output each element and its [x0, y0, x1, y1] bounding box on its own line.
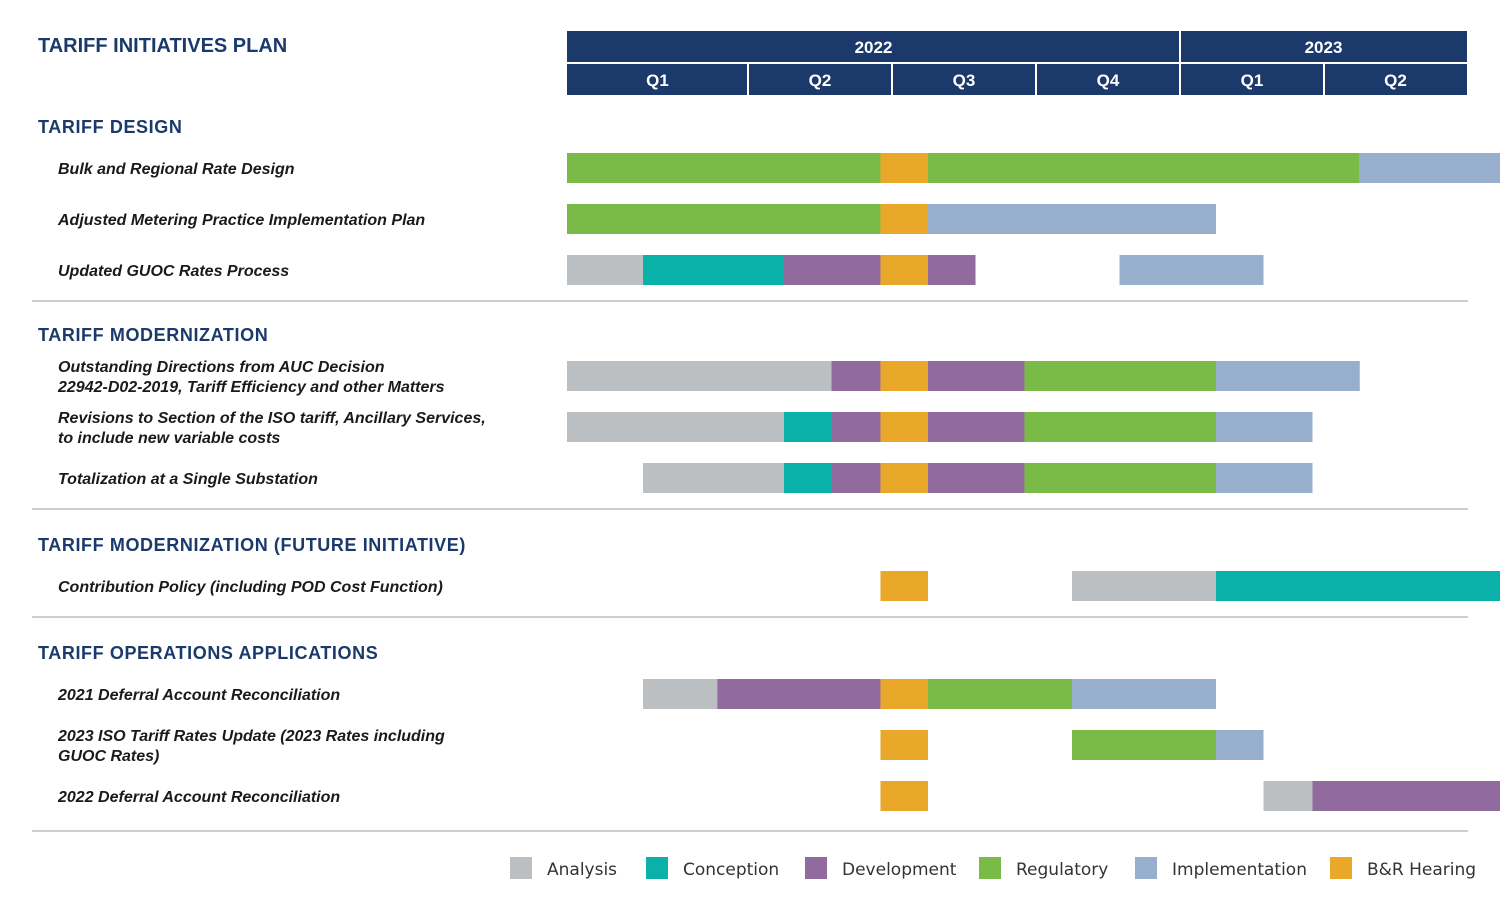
bar-hearing [880, 781, 928, 811]
task-label: 2023 ISO Tariff Rates Update (2023 Rates… [57, 728, 445, 745]
section-title: TARIFF MODERNIZATION [38, 325, 268, 345]
bar-analysis [567, 255, 644, 285]
quarter-header [748, 64, 892, 95]
bar-hearing [880, 255, 928, 285]
legend-swatch-regulatory [979, 857, 1001, 879]
legend-label-implementation: Implementation [1172, 860, 1307, 880]
bar-implementation [1072, 679, 1216, 709]
bar-development [1312, 781, 1500, 811]
task-label: Totalization at a Single Substation [58, 471, 318, 488]
bar-implementation [1119, 255, 1264, 285]
task-label: Adjusted Metering Practice Implementatio… [57, 212, 425, 229]
bar-analysis [643, 463, 784, 493]
legend-label-regulatory: Regulatory [1016, 860, 1108, 880]
bar-regulatory [1024, 412, 1216, 442]
bar-hearing [880, 571, 928, 601]
legend-label-conception: Conception [683, 860, 779, 880]
bar-hearing [880, 463, 928, 493]
bar-conception [784, 463, 832, 493]
quarter-header [1036, 64, 1180, 95]
quarter-header [892, 64, 1036, 95]
bar-hearing [880, 679, 928, 709]
bar-implementation [1216, 730, 1264, 760]
bar-hearing [880, 730, 928, 760]
task-label: Outstanding Directions from AUC Decision [58, 359, 385, 376]
year-header-2022 [567, 31, 1180, 62]
bar-hearing [880, 153, 928, 183]
quarter-header [567, 64, 748, 95]
section-title: TARIFF DESIGN [38, 117, 182, 137]
bar-implementation [1216, 361, 1360, 391]
task-label: Bulk and Regional Rate Design [58, 161, 295, 178]
legend-swatch-analysis [510, 857, 532, 879]
task-label: 22942-D02-2019, Tariff Efficiency and ot… [57, 379, 445, 396]
legend-swatch-hearing [1330, 857, 1352, 879]
task-label: GUOC Rates) [58, 748, 159, 765]
year-header-2023 [1180, 31, 1467, 62]
quarter-label: Q2 [809, 71, 832, 90]
bar-development [831, 361, 881, 391]
legend-swatch-development [805, 857, 827, 879]
bar-development [831, 463, 881, 493]
bar-development [928, 463, 1025, 493]
bar-analysis [567, 412, 784, 442]
legend-swatch-implementation [1135, 857, 1157, 879]
chart-title: TARIFF INITIATIVES PLAN [38, 35, 287, 57]
legend-swatch-conception [646, 857, 668, 879]
bar-analysis [1072, 571, 1216, 601]
bar-conception [1216, 571, 1500, 601]
section-title: TARIFF MODERNIZATION (FUTURE INITIATIVE) [38, 535, 466, 555]
quarter-header [1324, 64, 1467, 95]
quarter-label: Q1 [1241, 71, 1264, 90]
task-label: Contribution Policy (including POD Cost … [58, 579, 443, 596]
bar-hearing [880, 361, 928, 391]
bar-regulatory [1072, 730, 1216, 760]
bar-development [928, 412, 1025, 442]
bar-analysis [1263, 781, 1313, 811]
bar-implementation [1216, 412, 1313, 442]
bar-regulatory [1024, 361, 1216, 391]
bar-implementation [928, 204, 1216, 234]
section-title: TARIFF OPERATIONS APPLICATIONS [38, 643, 378, 663]
task-label: Revisions to Section of the ISO tariff, … [58, 410, 486, 427]
bar-regulatory [567, 204, 881, 234]
bar-development [784, 255, 881, 285]
bar-conception [643, 255, 784, 285]
task-label: 2022 Deferral Account Reconciliation [57, 789, 340, 806]
legend-label-analysis: Analysis [547, 860, 617, 880]
quarter-label: Q3 [953, 71, 976, 90]
bar-development [831, 412, 881, 442]
bar-development [928, 361, 1025, 391]
task-label: 2021 Deferral Account Reconciliation [57, 687, 340, 704]
bar-conception [784, 412, 832, 442]
bar-analysis [643, 679, 718, 709]
legend-label-development: Development [842, 860, 957, 880]
quarter-label: Q4 [1097, 71, 1120, 90]
bar-regulatory [567, 153, 881, 183]
bar-implementation [1216, 463, 1313, 493]
bar-hearing [880, 412, 928, 442]
bar-regulatory [1024, 463, 1216, 493]
bar-regulatory [928, 153, 1360, 183]
bar-regulatory [928, 679, 1072, 709]
quarter-label: Q2 [1384, 71, 1407, 90]
bar-hearing [880, 204, 928, 234]
task-label: Updated GUOC Rates Process [58, 263, 289, 280]
year-label: 2022 [855, 38, 893, 57]
bar-development [717, 679, 881, 709]
quarter-label: Q1 [646, 71, 669, 90]
bar-analysis [567, 361, 832, 391]
year-label: 2023 [1305, 38, 1343, 57]
task-label: to include new variable costs [58, 430, 280, 447]
bar-development [928, 255, 976, 285]
bar-implementation [1359, 153, 1500, 183]
legend-label-hearing: B&R Hearing [1367, 860, 1476, 880]
quarter-header [1180, 64, 1324, 95]
